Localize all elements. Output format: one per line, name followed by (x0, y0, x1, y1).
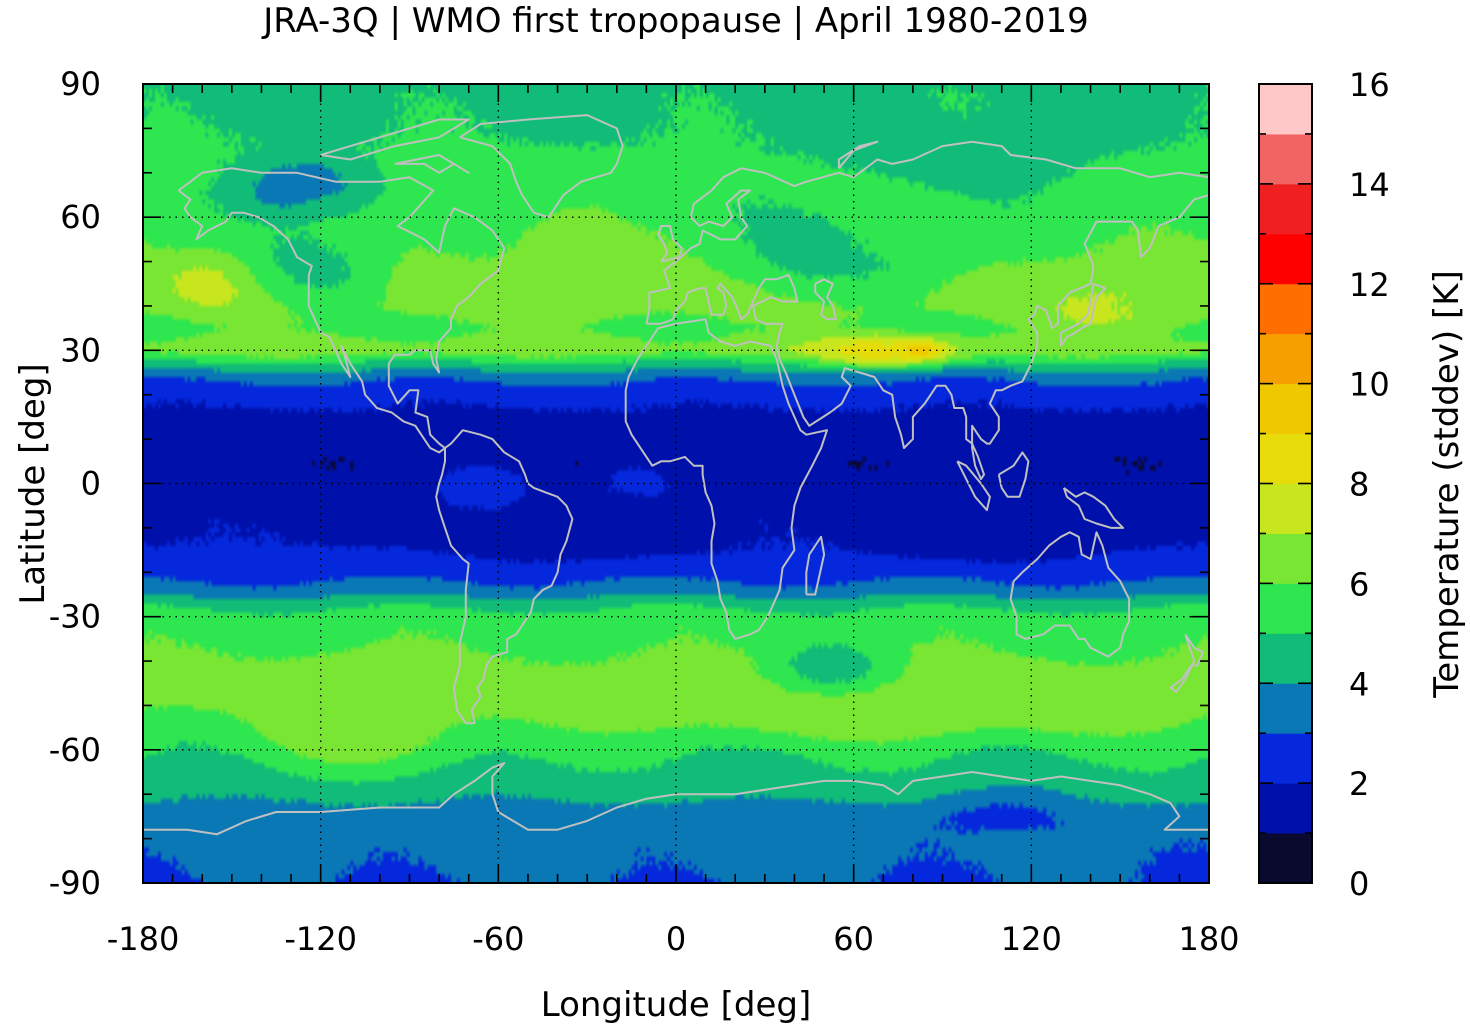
x-tick-label: 120 (1001, 920, 1062, 958)
x-tick-label: 180 (1178, 920, 1239, 958)
colorbar-segment (1259, 833, 1312, 884)
y-tick-label: 30 (60, 331, 101, 369)
colorbar-segment (1259, 633, 1312, 684)
x-axis-label: Longitude [deg] (541, 985, 812, 1025)
x-tick-label: -120 (284, 920, 357, 958)
coastline-japan (1059, 282, 1107, 347)
colorbar-segment (1259, 733, 1312, 784)
coastline-uk (657, 225, 683, 263)
colorbar-tick-label: 2 (1349, 765, 1369, 803)
coastline-indonesia (956, 460, 991, 512)
colorbar-ticks (1259, 83, 1312, 884)
colorbar-segment (1259, 333, 1312, 385)
colorbar-segment (1259, 233, 1312, 285)
x-tick-label: 0 (666, 920, 686, 958)
coastline-hudson-islands (394, 154, 470, 174)
colorbar-tick-labels: 0 2 4 6 8 10 12 14 16 (1349, 66, 1390, 903)
colorbar-segment (1259, 433, 1312, 484)
coastline-arctic-islands (320, 118, 470, 161)
coastline-borneo (997, 451, 1030, 498)
plot-ticks (142, 83, 1210, 884)
coastline-svalbard-nz (837, 140, 879, 169)
plot-area (142, 83, 1210, 884)
coastline-madagascar (805, 535, 826, 596)
y-tick-labels: 90 60 30 0 -30 -60 -90 (49, 65, 101, 902)
y-tick-label: -30 (49, 598, 101, 636)
colorbar-segments (1259, 84, 1312, 884)
coastlines (143, 114, 1209, 836)
y-tick-label: 0 (81, 465, 101, 503)
colorbar-segment (1259, 84, 1312, 135)
x-tick-label: -60 (472, 920, 524, 958)
coastline-new-guinea (1062, 487, 1125, 529)
y-tick-label: -90 (49, 864, 101, 902)
colorbar-tick-label: 14 (1349, 166, 1390, 204)
coastline-antarctica (143, 762, 1209, 836)
colorbar-tick-label: 0 (1349, 865, 1369, 903)
colorbar-segment (1259, 783, 1312, 834)
colorbar-tick-label: 4 (1349, 665, 1369, 703)
colorbar-segment (1259, 483, 1312, 534)
y-tick-label: 60 (60, 198, 101, 236)
coastline-greenland (459, 114, 624, 219)
gridlines (143, 84, 1209, 883)
x-tick-label: -180 (107, 920, 180, 958)
y-tick-label: -60 (49, 731, 101, 769)
coastline-australia (1009, 531, 1131, 658)
coastline-africa (624, 318, 828, 640)
colorbar-segment (1259, 383, 1312, 435)
y-tick-label: 90 (60, 65, 101, 103)
colorbar-tick-label: 12 (1349, 266, 1390, 304)
y-axis-label: Latitude [deg] (13, 363, 53, 604)
colorbar-tick-label: 8 (1349, 466, 1369, 504)
colorbar-tick-label: 16 (1349, 66, 1390, 104)
colorbar-tick-label: 6 (1349, 565, 1369, 603)
chart-title: JRA-3Q | WMO first tropopause | April 19… (261, 1, 1089, 41)
colorbar-segment (1259, 683, 1312, 734)
colorbar: 0 2 4 6 8 10 12 14 16 Temperature (stddev) [K] (1258, 66, 1467, 903)
x-tick-label: 60 (833, 920, 874, 958)
colorbar-segment (1259, 583, 1312, 634)
colorbar-segment (1259, 533, 1312, 584)
coastline-asia-east (646, 194, 1209, 481)
colorbar-segment (1259, 283, 1312, 335)
colorbar-segment (1259, 133, 1312, 185)
coastline-caspian (814, 278, 837, 321)
coastline-north-america (177, 167, 506, 454)
coastline-new-zealand (1169, 633, 1205, 694)
colorbar-tick-label: 10 (1349, 366, 1390, 404)
coastline-eurasia (645, 140, 1209, 324)
colorbar-label: Temperature (stddev) [K] (1427, 270, 1467, 699)
colorbar-segment (1259, 183, 1312, 235)
x-tick-labels: -180 -120 -60 0 60 120 180 (107, 920, 1240, 958)
